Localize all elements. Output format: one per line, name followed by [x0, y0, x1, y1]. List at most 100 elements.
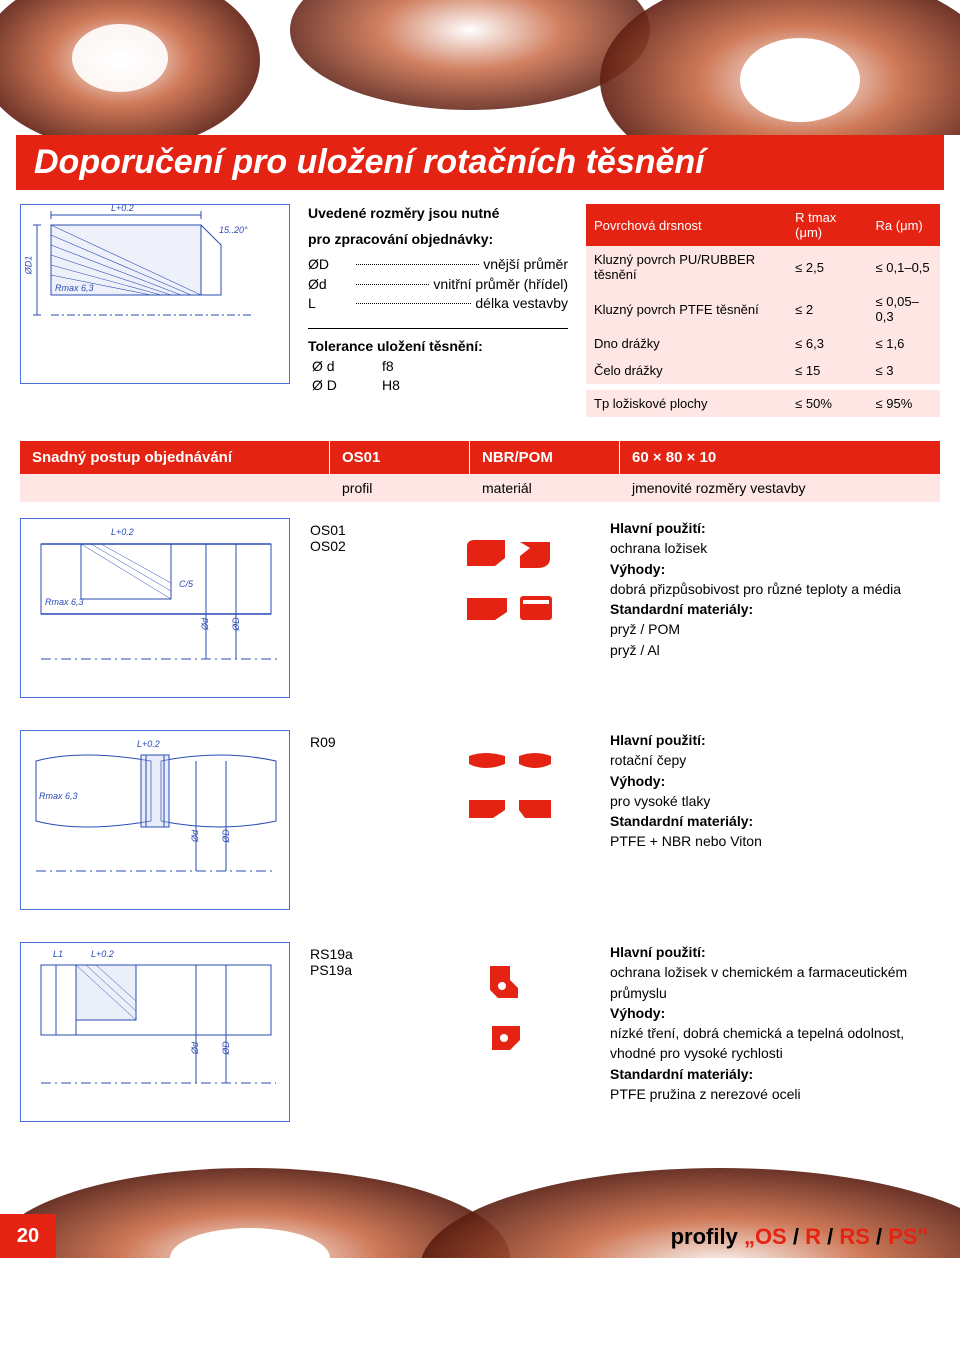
tol-b1: H8 [382, 376, 400, 396]
page-number: 20 [0, 1214, 56, 1258]
adv-text: pro vysoké tlaky [610, 791, 940, 811]
mat-text: PTFE + NBR nebo Viton [610, 831, 940, 851]
st-cell: Kluzný povrch PU/RUBBER těsnění [586, 246, 787, 288]
tol-a0: Ø d [312, 357, 352, 377]
mat-label: Standardní materiály: [610, 1066, 753, 1082]
footer-part: PS" [888, 1224, 928, 1249]
param-sym-1: Ød [308, 275, 352, 295]
dim-label: Rmax 6,3 [45, 597, 84, 607]
product-row-os: L+0.2 Rmax 6,3 C/5 Ød ØD OS01 OS02 Hlavn… [0, 502, 960, 714]
dim-label: L+0.2 [111, 527, 134, 537]
tolerance-heading: Tolerance uložení těsnění: [308, 328, 568, 357]
param-label-2: délka vestavby [475, 294, 568, 314]
intro-line1: Uvedené rozměry jsou nutné [308, 204, 568, 224]
param-sym-2: L [308, 294, 352, 314]
use-label: Hlavní použití: [610, 944, 706, 960]
dim-label: Ød [200, 618, 210, 630]
product-diagram: L+0.2 Rmax 6,3 Ød ØD [20, 730, 290, 910]
adv-label: Výhody: [610, 561, 665, 577]
decorative-header-art [0, 0, 960, 135]
footer-profiles: profily „OS / R / RS / PS" [671, 1224, 960, 1258]
product-diagram: L+0.2 L1 Ød ØD [20, 942, 290, 1122]
dim-label: Ød [190, 830, 200, 842]
use-text: ochrana ložisek v chemickém a farmaceuti… [610, 962, 940, 1003]
seal-profile-icon [480, 962, 540, 1002]
product-code: R09 [310, 734, 410, 750]
dim-label: L+0.2 [91, 949, 114, 959]
ordering-band: Snadný postup objednávání OS01 NBR/POM 6… [20, 441, 940, 502]
st-cell: Dno drážky [586, 330, 787, 357]
seal-profile-icon [465, 796, 555, 824]
footer-part: RS [839, 1224, 870, 1249]
use-text: rotační čepy [610, 750, 940, 770]
tol-a1: Ø D [312, 376, 352, 396]
use-label: Hlavní použití: [610, 732, 706, 748]
dim-label-L: L+0.2 [111, 203, 134, 213]
dim-label: ØD [231, 617, 241, 631]
product-code: OS01 [310, 522, 410, 538]
use-label: Hlavní použití: [610, 520, 706, 536]
st-cell: ≤ 2 [787, 288, 867, 330]
st-cell: ≤ 1,6 [868, 330, 940, 357]
mat-text: pryž / POM [610, 619, 940, 639]
adv-label: Výhody: [610, 1005, 665, 1021]
dim-label: C/5 [179, 579, 193, 589]
seal-profile-icon [465, 538, 555, 574]
ob-head-0: Snadný postup objednávání [20, 441, 330, 474]
footer-part: / [821, 1224, 839, 1249]
dim-label: ØD [221, 1041, 231, 1055]
param-label-0: vnější průměr [483, 255, 568, 275]
ob-sub-3: jmenovité rozměry vestavby [620, 474, 940, 502]
st-cell: Tp ložiskové plochy [586, 390, 787, 417]
surface-roughness-table: Povrchová drsnost R tmax (μm) Ra (μm) Kl… [586, 204, 940, 417]
footer-part: R [805, 1224, 821, 1249]
param-sym-0: ØD [308, 255, 352, 275]
mat-text: pryž / Al [610, 640, 940, 660]
st-head-1: R tmax (μm) [787, 204, 867, 246]
use-text: ochrana ložisek [610, 538, 940, 558]
footer-part: / [787, 1224, 805, 1249]
adv-label: Výhody: [610, 773, 665, 789]
st-cell: ≤ 0,05–0,3 [868, 288, 940, 330]
st-cell: Čelo drážky [586, 357, 787, 384]
product-diagram: L+0.2 Rmax 6,3 C/5 Ød ØD [20, 518, 290, 698]
ob-sub-0 [20, 474, 330, 502]
mat-label: Standardní materiály: [610, 813, 753, 829]
page-title: Doporučení pro uložení rotačních těsnění [16, 135, 944, 190]
page-footer: 20 profily „OS / R / RS / PS" [0, 1138, 960, 1258]
st-cell: Kluzný povrch PTFE těsnění [586, 288, 787, 330]
tol-b0: f8 [382, 357, 394, 377]
st-cell: ≤ 3 [868, 357, 940, 384]
dim-label: ØD [221, 829, 231, 843]
dim-label-od1: ØD1 [23, 256, 33, 275]
dim-label: Rmax 6,3 [39, 791, 78, 801]
dim-label-rmax: Rmax 6,3 [55, 283, 94, 293]
dim-label: L+0.2 [137, 739, 160, 749]
seal-profile-icon [465, 592, 555, 628]
intro-line2: pro zpracování objednávky: [308, 230, 568, 250]
dim-label-angle: 15..20° [219, 225, 248, 235]
adv-text: nízké tření, dobrá chemická a tepelná od… [610, 1023, 940, 1064]
footer-prefix: profily [671, 1224, 744, 1249]
st-cell: ≤ 6,3 [787, 330, 867, 357]
product-code: PS19a [310, 962, 410, 978]
groove-diagram: L+0.2 15..20° Rmax 6,3 ØD1 [20, 204, 290, 384]
st-cell: ≤ 50% [787, 390, 867, 417]
mat-text: PTFE pružina z nerezové oceli [610, 1084, 940, 1104]
product-row-r09: L+0.2 Rmax 6,3 Ød ØD R09 Hlavní použití:… [0, 714, 960, 926]
st-head-0: Povrchová drsnost [586, 204, 787, 246]
ob-head-3: 60 × 80 × 10 [620, 441, 940, 474]
st-cell: ≤ 0,1–0,5 [868, 246, 940, 288]
ob-sub-2: materiál [470, 474, 620, 502]
param-label-1: vnitřní průměr (hřídel) [433, 275, 568, 295]
product-row-rs19: L+0.2 L1 Ød ØD RS19a PS19a Hlavní použit… [0, 926, 960, 1138]
st-cell: ≤ 15 [787, 357, 867, 384]
ob-sub-1: profil [330, 474, 470, 502]
seal-profile-icon [480, 1020, 540, 1060]
ob-head-2: NBR/POM [470, 441, 620, 474]
st-cell: ≤ 95% [868, 390, 940, 417]
adv-text: dobrá přizpůsobivost pro různé teploty a… [610, 579, 940, 599]
footer-part: / [870, 1224, 888, 1249]
footer-part: „OS [744, 1224, 787, 1249]
seal-profile-icon [465, 750, 555, 778]
